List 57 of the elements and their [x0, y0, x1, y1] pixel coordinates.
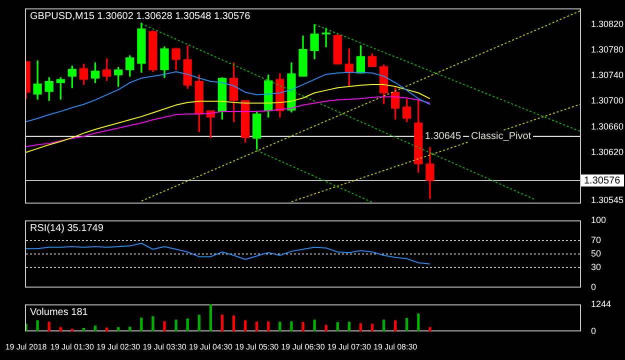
bar [267, 322, 270, 332]
y-tick-label: 100 [591, 214, 606, 225]
bar [278, 322, 282, 332]
bar [348, 322, 350, 332]
y-tick-label: 1.30545 [591, 194, 624, 205]
y-tick-label: 1.30780 [591, 44, 624, 54]
chart-title: GBPUSD,M15 1.30602 1.30628 1.30548 1.30576 [30, 11, 251, 22]
y-tick-label: 1.30740 [591, 70, 624, 80]
bar [209, 304, 212, 332]
bar [36, 320, 39, 332]
bar [244, 320, 247, 332]
x-tick-label: 19 Jul 01:30 [50, 342, 95, 352]
bar [256, 322, 258, 332]
bar [152, 316, 154, 332]
annotation: Classic_Pivot [471, 131, 532, 142]
bar [313, 320, 316, 332]
x-tick-label: 19 Jul 03:30 [142, 342, 187, 352]
bar [406, 318, 408, 332]
y-tick-label: 0 [591, 282, 596, 292]
bar [428, 327, 432, 332]
y-tick-label: 1.30700 [591, 96, 624, 106]
x-tick-label: 19 Jul 04:30 [188, 342, 234, 352]
y-tick-label: 30 [591, 262, 602, 272]
y-tick-label: 0 [591, 326, 596, 336]
x-tick-label: 19 Jul 02:30 [96, 342, 141, 352]
bar [48, 322, 50, 332]
bar [94, 326, 97, 332]
bar [302, 322, 304, 332]
y-tick-label: 1.30620 [591, 146, 624, 157]
bar [290, 321, 293, 332]
bar [336, 322, 339, 332]
bar [186, 318, 189, 332]
bar [140, 318, 143, 332]
bar [370, 324, 374, 332]
annotation: 1.30645 [424, 131, 462, 142]
ref-line-label: 1.30576 [584, 175, 621, 186]
y-tick-label: 70 [591, 235, 602, 246]
bar [128, 326, 132, 332]
y-tick-label: 1.30820 [591, 18, 624, 29]
y-tick-label: 1244 [591, 298, 612, 309]
chart-title: RSI(14) 35.1749 [30, 223, 104, 234]
bar [417, 313, 420, 332]
x-tick-label: 19 Jul 07:30 [327, 342, 372, 352]
bar [394, 320, 397, 332]
bar [382, 320, 386, 332]
bar [163, 321, 166, 332]
y-tick-label: 1.30660 [591, 121, 624, 132]
x-tick-label: 19 Jul 05:30 [235, 342, 280, 352]
x-tick-label: 19 Jul 2018 [5, 342, 48, 352]
x-tick-label: 19 Jul 08:30 [374, 342, 418, 352]
chart-title: Volumes 181 [30, 307, 88, 318]
bar [174, 320, 178, 332]
bar [198, 314, 200, 332]
y-tick-label: 50 [591, 248, 602, 258]
bar [220, 314, 224, 332]
x-tick-label: 19 Jul 06:30 [281, 342, 326, 352]
bar [232, 315, 236, 332]
